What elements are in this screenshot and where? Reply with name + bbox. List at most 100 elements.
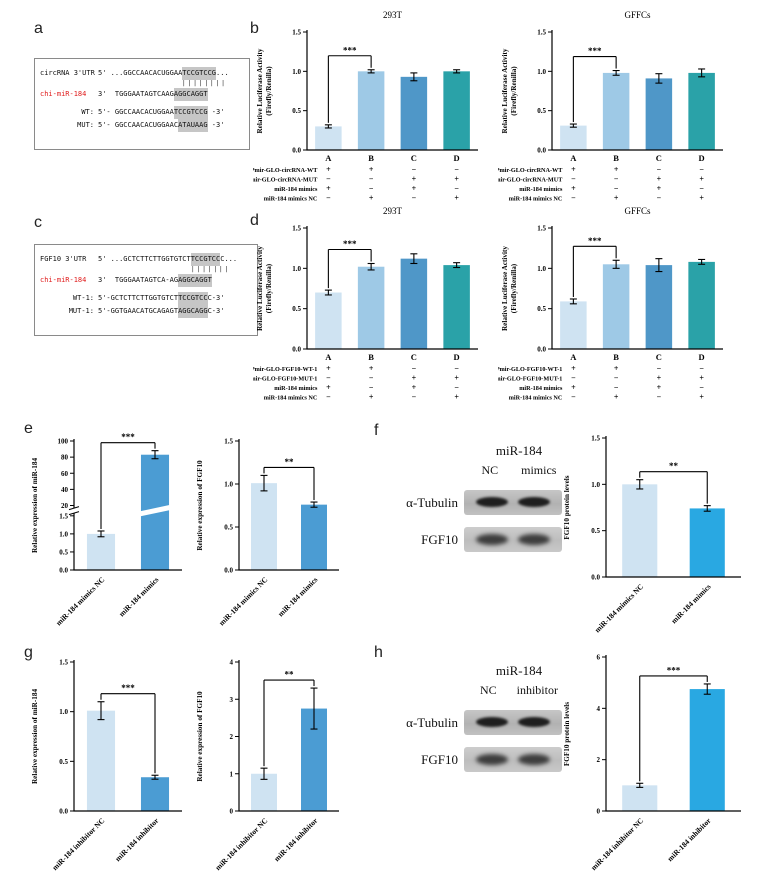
- y-tick-label: 0.0: [591, 574, 600, 582]
- panel-label-f: f: [374, 422, 379, 439]
- y-tick-label: 0.0: [537, 346, 546, 354]
- base-pairing-bars: ||||||||: [182, 80, 227, 87]
- matrix-row-label: miR-184 mimics NC: [509, 395, 563, 402]
- matrix-sign: +: [614, 165, 619, 174]
- sequence-text: 5'- GGCCAACACUGGAAC: [98, 121, 179, 129]
- tubulin-label: α-Tubulin: [406, 494, 458, 510]
- x-category-label: miR-184 mimics NC: [593, 582, 645, 634]
- chart-title: GFFCs: [624, 10, 651, 20]
- blot-row-fgf10: FGF10: [404, 747, 574, 772]
- chart-title: GFFCs: [624, 206, 651, 216]
- x-category-label: miR-184 inhibitor: [665, 816, 713, 864]
- mirna-name: chi-miR-184: [40, 276, 87, 284]
- chart-fgf10-protein-inhibitor: 0 2 4 6 *** FGF10 protein levels miR-184 inhib…: [560, 643, 755, 883]
- fgf10-blot-image: [464, 747, 562, 772]
- y-tick-label: 0.0: [59, 567, 68, 575]
- sequence-text: -3': [207, 108, 225, 116]
- significance-stars: ***: [588, 46, 602, 56]
- matrix-sign: −: [412, 165, 417, 174]
- mut-site-highlight: AGGCAGG: [178, 305, 208, 318]
- matrix-sign: +: [657, 184, 662, 193]
- sequence-text: C...: [220, 255, 238, 263]
- y-tick-label: 1.0: [224, 481, 233, 489]
- matrix-sign: −: [614, 184, 619, 193]
- fgf10-blot-image: [464, 527, 562, 552]
- y-tick-label: 80: [61, 454, 69, 462]
- matrix-sign: +: [369, 393, 374, 402]
- fgf10-label: FGF10: [421, 751, 458, 767]
- y-tick-label: 3: [230, 696, 234, 704]
- seed-site-highlight: TCCGTCCG: [182, 67, 217, 80]
- matrix-row-label: Pmir-GLO-circRNA-MUT: [253, 177, 318, 184]
- bar-0: [622, 484, 658, 577]
- bar-0: [315, 292, 342, 349]
- sequence-text: 3' TGGGAATAGTCAAG: [98, 90, 174, 98]
- x-category-label: miR-184 inhibitor NC: [213, 816, 269, 872]
- wt-site-highlight: TCCGTCC: [178, 292, 208, 305]
- y-axis-label: Relative Luciferase Activity: [501, 48, 509, 133]
- bar-2: [400, 76, 428, 150]
- matrix-sign: +: [699, 175, 704, 184]
- y-tick-label: 60: [61, 470, 69, 478]
- matrix-row-label: Pmir-GLO-circRNA-WT: [498, 167, 563, 174]
- matrix-sign: −: [571, 393, 576, 402]
- sequence-name: FGF10 3'UTR: [40, 255, 87, 263]
- matrix-sign: −: [657, 364, 662, 373]
- chart-canvas: 0.0 0.5 1.0 1.5 *** 293T Relative Luciferase A…: [247, 10, 478, 203]
- x-category-label: A: [325, 352, 332, 362]
- y-tick-label: 1.5: [292, 225, 301, 233]
- matrix-sign: −: [369, 175, 374, 184]
- chart-canvas: 0.0 0.5 1.0 1.5 *** Relative expression of mi…: [31, 659, 182, 872]
- x-category-label: miR-184 inhibitor NC: [50, 816, 106, 872]
- matrix-sign: −: [657, 393, 662, 402]
- bar-1: [689, 508, 725, 577]
- y-tick-label: 1.5: [224, 438, 233, 446]
- matrix-sign: −: [454, 184, 459, 193]
- panel-label-g: g: [24, 644, 33, 661]
- bar-0: [560, 125, 587, 150]
- y-tick-label: 0: [230, 808, 234, 816]
- matrix-sign: −: [454, 383, 459, 392]
- matrix-sign: +: [454, 175, 459, 184]
- x-category-label: B: [368, 153, 374, 163]
- fgf10-utr-sequence: FGF10 3'UTR 5' ...GCTCTTCTTGGTGTCT TCCGTCC…: [40, 253, 254, 266]
- y-axis-label: Relative Luciferase Activity: [256, 48, 264, 133]
- chart-mir184-expression-inhibitor: 0.0 0.5 1.0 1.5 *** Relative expression of mi…: [28, 648, 196, 883]
- x-category-label: A: [325, 153, 332, 163]
- seed-highlight: AGGCAGGT: [178, 274, 212, 287]
- chart-canvas: 0.0 0.5 1.0 1.5 *** GFFCs Relative Luciferase …: [492, 206, 723, 402]
- y-axis-label: (Firefly/Renilla): [265, 263, 273, 313]
- matrix-sign: −: [412, 364, 417, 373]
- x-category-label: miR-184 mimics: [117, 575, 160, 618]
- y-tick-label: 0.5: [59, 548, 68, 556]
- matrix-sign: +: [571, 165, 576, 174]
- matrix-sign: +: [326, 165, 331, 174]
- chart-canvas: 0.0 0.5 1.0 1.5 ** FGF10 protein levels miR-18…: [563, 435, 741, 634]
- bar-0: [251, 483, 277, 570]
- matrix-sign: −: [699, 383, 704, 392]
- blot-lane-labels: NC mimics: [470, 463, 568, 478]
- y-tick-label: 6: [597, 654, 601, 662]
- bar-3: [443, 71, 470, 150]
- bar-1: [689, 689, 725, 811]
- matrix-row-label: Pmir-GLO-FGF10-WT-1: [253, 366, 317, 373]
- y-tick-label: 2: [230, 733, 234, 741]
- blot-band: [518, 497, 550, 507]
- x-category-label: A: [570, 352, 577, 362]
- y-tick-label: 1.0: [292, 68, 301, 76]
- matrix-row-label: miR-184 mimics: [519, 186, 563, 193]
- chart-luciferase-293t: 0.0 0.5 1.0 1.5 *** 293T Relative Luciferase A…: [247, 6, 488, 206]
- matrix-sign: −: [614, 383, 619, 392]
- y-tick-label: 0.0: [292, 147, 301, 155]
- y-tick-label: 0.0: [224, 567, 233, 575]
- matrix-sign: −: [369, 383, 374, 392]
- sequence-name: MUT-1:: [68, 307, 94, 315]
- fgf10-label: FGF10: [421, 531, 458, 547]
- matrix-sign: −: [699, 184, 704, 193]
- y-tick-label: 1.0: [537, 265, 546, 273]
- significance-stars: ***: [588, 236, 602, 246]
- matrix-sign: −: [571, 194, 576, 203]
- chart-luciferase-gffcs: 0.0 0.5 1.0 1.5 *** GFFCs Relative Luciferase …: [492, 6, 733, 206]
- matrix-row-label: miR-184 mimics: [274, 186, 318, 193]
- y-tick-label: 20: [61, 502, 69, 510]
